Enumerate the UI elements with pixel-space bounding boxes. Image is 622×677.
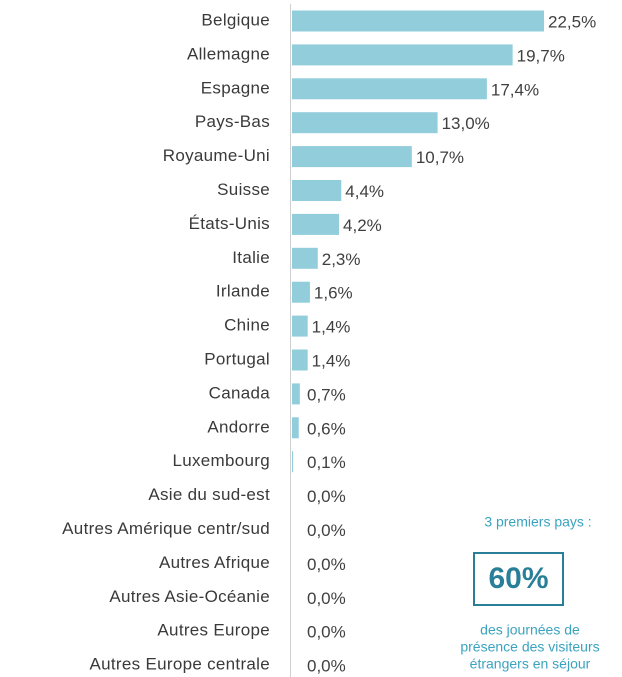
- value-label: 2,3%: [322, 250, 361, 269]
- annotation-header: 3 premiers pays :: [484, 514, 591, 530]
- bar: [292, 247, 318, 269]
- category-label: Canada: [209, 383, 271, 402]
- category-label: Portugal: [204, 349, 270, 368]
- annotation-line: des journées de: [480, 622, 580, 638]
- category-label: Belgique: [201, 10, 270, 29]
- value-label: 0,0%: [307, 623, 346, 642]
- category-label: Autres Asie-Océanie: [109, 587, 270, 606]
- bar: [292, 281, 310, 303]
- category-label: Italie: [232, 248, 270, 267]
- value-label: 0,0%: [307, 657, 346, 676]
- annotation-line: étrangers en séjour: [470, 656, 591, 672]
- bar: [292, 146, 412, 168]
- value-label: 22,5%: [548, 12, 596, 31]
- bar: [292, 383, 300, 405]
- category-label: Espagne: [201, 78, 270, 97]
- annotation-highlight: 60%: [488, 562, 548, 595]
- value-label: 1,6%: [314, 284, 353, 303]
- bar: [292, 112, 438, 134]
- value-label: 0,0%: [307, 555, 346, 574]
- category-label: Irlande: [216, 282, 270, 301]
- category-label: Royaume-Uni: [163, 146, 270, 165]
- value-label: 0,7%: [307, 385, 346, 404]
- value-label: 13,0%: [442, 114, 490, 133]
- category-label: Allemagne: [187, 44, 270, 63]
- value-label: 4,4%: [345, 182, 384, 201]
- category-label: Andorre: [207, 417, 270, 436]
- value-label: 1,4%: [312, 351, 351, 370]
- bar: [292, 44, 513, 66]
- bar: [292, 213, 340, 235]
- category-label: États-Unis: [189, 214, 270, 233]
- category-label: Pays-Bas: [195, 112, 270, 131]
- bar: [292, 180, 342, 201]
- category-label: Autres Europe centrale: [90, 655, 270, 674]
- category-label: Chine: [224, 316, 270, 335]
- category-label: Asie du sud-est: [148, 485, 270, 504]
- value-label: 17,4%: [491, 80, 539, 99]
- bar: [292, 78, 487, 100]
- bar: [292, 451, 294, 473]
- value-label: 0,0%: [307, 487, 346, 506]
- value-label: 4,2%: [343, 216, 382, 235]
- category-label: Autres Afrique: [159, 553, 270, 572]
- value-label: 19,7%: [517, 46, 565, 65]
- value-label: 1,4%: [312, 318, 351, 337]
- bar: [292, 315, 308, 337]
- annotation-line: présence des visiteurs: [460, 639, 599, 655]
- value-label: 0,0%: [307, 589, 346, 608]
- category-label: Autres Amérique centr/sud: [62, 519, 270, 538]
- value-label: 0,0%: [307, 521, 346, 540]
- value-label: 10,7%: [416, 148, 464, 167]
- bar: [292, 417, 299, 439]
- bar: [292, 349, 308, 371]
- highlight-box: [473, 552, 564, 606]
- category-label: Luxembourg: [172, 451, 270, 470]
- category-label: Suisse: [217, 180, 270, 199]
- value-label: 0,1%: [307, 453, 346, 472]
- value-label: 0,6%: [307, 419, 346, 438]
- category-label: Autres Europe: [157, 621, 270, 640]
- bar: [292, 10, 544, 32]
